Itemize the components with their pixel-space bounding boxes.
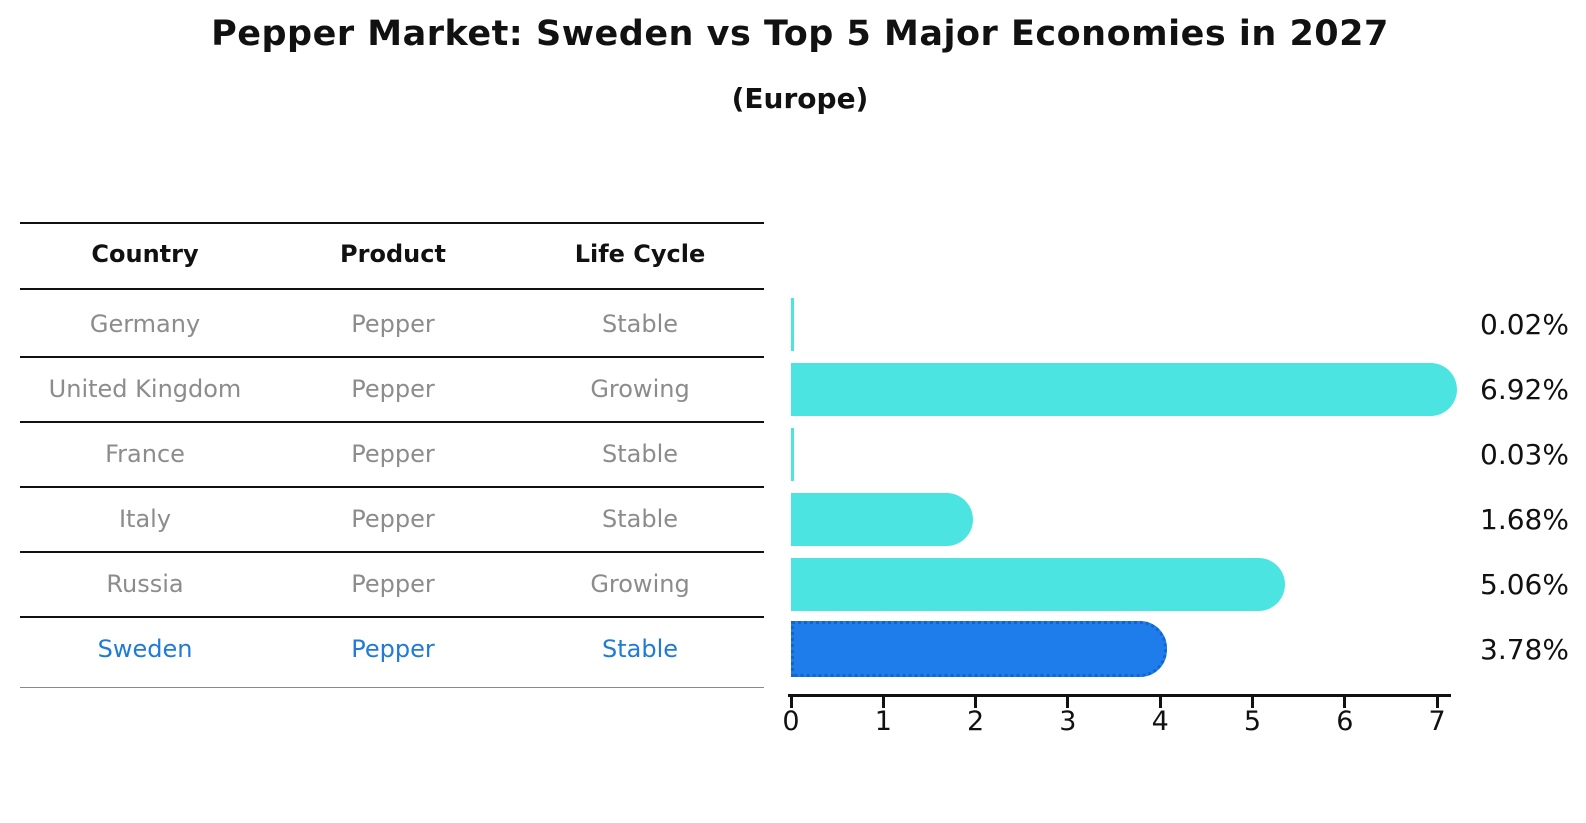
table-row-sweden: Sweden Pepper Stable (0, 617, 780, 682)
x-tick-label: 0 (782, 706, 800, 737)
product-label: Pepper (351, 570, 435, 598)
x-tick-label: 6 (1336, 706, 1354, 737)
x-tick-label: 5 (1243, 706, 1262, 737)
x-axis-tick (789, 697, 793, 708)
value-label: 3.78% (1480, 633, 1569, 666)
bar-plot: 0.02% 6.92% 0.03% 1.68% 5.06% 3.78% (791, 292, 1586, 682)
x-axis-tick (1066, 697, 1070, 708)
value-label: 1.68% (1480, 503, 1569, 536)
product-label: Pepper (351, 375, 435, 403)
product-label: Pepper (351, 505, 435, 533)
life-cycle-label: Growing (590, 375, 690, 403)
bar-italy (791, 493, 974, 546)
table-rule (20, 421, 764, 423)
chart-subtitle: (Europe) (731, 82, 869, 115)
value-label: 5.06% (1480, 568, 1569, 601)
bar-russia (791, 558, 1286, 611)
table-header: Country Product Life Cycle (0, 220, 780, 288)
table-rule-top (20, 222, 764, 224)
bar-row-germany: 0.02% (791, 292, 1586, 357)
life-cycle-label: Growing (590, 570, 690, 598)
x-tick-label: 4 (1151, 706, 1169, 737)
table-row-italy: Italy Pepper Stable (0, 487, 780, 552)
table-rule (20, 616, 764, 618)
x-axis-line (788, 694, 1451, 697)
life-cycle-label: Stable (601, 505, 679, 533)
country-label: Germany (89, 310, 201, 338)
product-label: Pepper (351, 635, 435, 663)
value-label: 6.92% (1480, 373, 1569, 406)
table-rule (20, 356, 764, 358)
x-axis-tick (1251, 697, 1254, 708)
product-label: Pepper (351, 440, 435, 468)
table-rule-header (20, 288, 764, 290)
column-header-country: Country (91, 240, 199, 268)
x-tick-label: 2 (967, 706, 985, 737)
table-row-france: France Pepper Stable (0, 422, 780, 487)
x-tick-label: 1 (874, 706, 892, 737)
bar-row-united-kingdom: 6.92% (791, 357, 1586, 422)
value-label: 0.03% (1480, 438, 1569, 471)
column-header-product: Product (340, 240, 446, 268)
life-cycle-label: Stable (601, 440, 679, 468)
chart-title: Pepper Market: Sweden vs Top 5 Major Eco… (211, 14, 1389, 54)
bar-row-sweden: 3.78% (791, 617, 1586, 682)
country-label: Italy (118, 505, 172, 533)
country-label: United Kingdom (48, 375, 242, 403)
country-label: Sweden (97, 635, 193, 663)
bar-united-kingdom (791, 363, 1457, 416)
life-cycle-label: Stable (601, 310, 679, 338)
bar-germany (791, 298, 794, 351)
table-body: Germany Pepper Stable United Kingdom Pep… (0, 292, 780, 682)
bar-france (791, 428, 794, 481)
table-rule (20, 551, 764, 553)
table-row-germany: Germany Pepper Stable (0, 292, 780, 357)
x-tick-label: 3 (1059, 706, 1077, 737)
bar-row-france: 0.03% (791, 422, 1586, 487)
bar-sweden (791, 621, 1167, 677)
x-axis-tick (1435, 697, 1439, 708)
country-label: France (105, 440, 185, 468)
product-label: Pepper (351, 310, 435, 338)
table-row-russia: Russia Pepper Growing (0, 552, 780, 617)
value-label: 0.02% (1480, 308, 1569, 341)
x-axis-tick (881, 697, 885, 708)
x-axis-tick (1343, 697, 1347, 708)
table-row-united-kingdom: United Kingdom Pepper Growing (0, 357, 780, 422)
x-tick-label: 7 (1428, 706, 1446, 737)
life-cycle-label: Stable (601, 635, 679, 663)
table-rule (20, 486, 764, 488)
table-rule-bottom (20, 687, 764, 688)
x-axis-tick (1158, 697, 1162, 708)
column-header-life-cycle: Life Cycle (574, 240, 706, 268)
country-label: Russia (106, 570, 184, 598)
bar-row-russia: 5.06% (791, 552, 1586, 617)
x-axis-tick (974, 697, 978, 708)
bar-row-italy: 1.68% (791, 487, 1586, 552)
